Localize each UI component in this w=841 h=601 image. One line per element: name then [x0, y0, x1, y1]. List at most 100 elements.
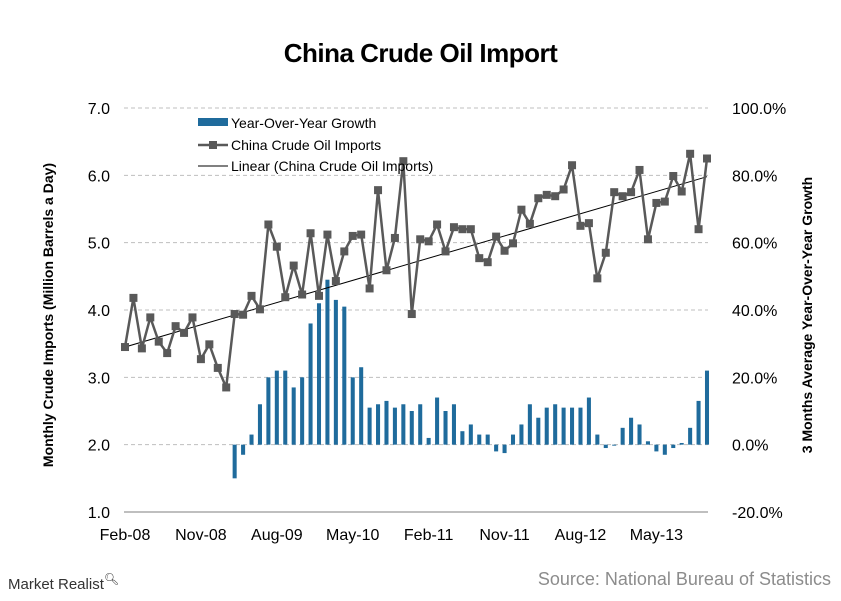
- x-tick-label: Nov-11: [479, 527, 529, 544]
- y-tick-left: 5.0: [88, 236, 110, 253]
- data-point-marker: [348, 231, 357, 240]
- data-point-marker: [652, 198, 661, 207]
- data-point-marker: [399, 157, 408, 166]
- bar-yoy-growth: [477, 434, 482, 445]
- data-point-marker: [610, 188, 619, 197]
- bar-yoy-growth: [586, 397, 591, 445]
- y-tick-right: 80.0%: [732, 168, 777, 185]
- data-point-marker: [239, 310, 248, 319]
- data-point-marker: [618, 192, 627, 201]
- bar-yoy-growth: [460, 431, 465, 445]
- bar-yoy-growth: [350, 377, 355, 445]
- y-tick-left: 1.0: [88, 505, 110, 522]
- bar-yoy-growth: [232, 444, 237, 479]
- bar-yoy-growth: [502, 444, 507, 454]
- data-point-marker: [255, 305, 264, 314]
- chart-title: China Crude Oil Import: [283, 38, 558, 68]
- y-tick-right: 40.0%: [732, 303, 777, 320]
- bar-yoy-growth: [384, 400, 389, 445]
- bar-yoy-growth: [612, 444, 617, 446]
- data-point-marker: [331, 277, 340, 286]
- data-point-marker: [424, 237, 433, 246]
- bar-yoy-growth: [679, 442, 684, 445]
- bar-yoy-growth: [637, 424, 642, 445]
- y-tick-left: 2.0: [88, 438, 110, 455]
- bar-yoy-growth: [603, 444, 608, 449]
- legend: Year-Over-Year Growth China Crude Oil Imp…: [198, 115, 433, 174]
- data-point-marker: [365, 284, 374, 293]
- bar-yoy-growth: [300, 377, 305, 445]
- y-tick-left: 6.0: [88, 168, 110, 185]
- bar-yoy-growth: [283, 370, 288, 445]
- data-point-marker: [180, 328, 189, 337]
- data-point-marker: [196, 355, 205, 364]
- data-point-marker: [323, 230, 332, 239]
- data-point-marker: [390, 233, 399, 242]
- bar-yoy-growth: [578, 407, 583, 445]
- bar-yoy-growth: [409, 411, 414, 445]
- line-crude-imports: [123, 152, 709, 389]
- axes: 7.0 100.0% 6.0 80.0% 5.0 60.0% 4.0 40.0% 3.0 20.0…: [88, 101, 787, 544]
- line-series-crude-imports: [121, 149, 711, 392]
- data-point-marker: [576, 221, 585, 230]
- bar-yoy-growth: [696, 400, 701, 445]
- y-tick-left: 4.0: [88, 303, 110, 320]
- bar-yoy-growth: [536, 417, 541, 445]
- data-point-marker: [306, 229, 315, 238]
- data-point-marker: [213, 363, 222, 372]
- data-point-marker: [357, 230, 366, 239]
- bar-yoy-growth: [257, 404, 262, 445]
- y-tick-right: 0.0%: [732, 438, 768, 455]
- bar-yoy-growth: [544, 407, 549, 445]
- bar-yoy-growth: [325, 279, 330, 445]
- data-point-marker: [247, 291, 256, 300]
- bar-yoy-growth: [510, 434, 516, 445]
- bar-yoy-growth: [527, 404, 532, 445]
- data-point-marker: [466, 225, 475, 234]
- data-point-marker: [129, 293, 138, 302]
- bar-yoy-growth: [671, 444, 676, 449]
- y-tick-left: 7.0: [88, 101, 110, 118]
- data-point-marker: [382, 266, 391, 275]
- bar-yoy-growth: [308, 323, 313, 445]
- trendline: [124, 176, 708, 348]
- bar-yoy-growth: [367, 407, 372, 445]
- data-point-marker: [230, 310, 239, 319]
- magnifier-icon: 🔍︎: [103, 572, 120, 586]
- data-point-marker: [315, 291, 323, 300]
- bar-yoy-growth: [485, 434, 490, 445]
- bar-yoy-growth: [662, 444, 667, 455]
- bar-yoy-growth: [291, 387, 296, 445]
- bar-yoy-growth: [451, 404, 456, 445]
- data-point-marker: [188, 313, 197, 322]
- data-point-marker: [677, 187, 686, 196]
- data-point-marker: [635, 165, 644, 174]
- brand-logo: Market Realist🔍︎: [8, 572, 119, 593]
- data-point-marker: [340, 247, 349, 256]
- legend-label: Year-Over-Year Growth: [231, 115, 376, 131]
- x-tick-label: Nov-08: [175, 527, 227, 544]
- bar-yoy-growth: [704, 370, 710, 445]
- data-point-marker: [542, 190, 551, 199]
- bar-yoy-growth: [418, 404, 423, 445]
- data-point-marker: [458, 225, 467, 234]
- source-note: Source: National Bureau of Statistics: [537, 569, 831, 589]
- bar-yoy-growth: [376, 404, 381, 445]
- x-tick-label: May-10: [326, 527, 379, 544]
- data-point-marker: [483, 258, 492, 267]
- y-tick-right: 20.0%: [732, 370, 777, 387]
- data-point-marker: [222, 383, 231, 392]
- y-tick-left: 3.0: [88, 370, 110, 387]
- bar-yoy-growth: [249, 434, 254, 445]
- bar-yoy-growth: [316, 303, 322, 445]
- data-point-marker: [584, 219, 593, 228]
- bar-yoy-growth: [553, 404, 558, 445]
- data-point-marker: [517, 205, 526, 214]
- data-point-marker: [703, 154, 711, 163]
- data-point-marker: [509, 239, 517, 248]
- bar-yoy-growth: [468, 424, 473, 445]
- data-point-marker: [441, 247, 450, 256]
- bar-yoy-growth: [645, 441, 650, 445]
- y-tick-right: 100.0%: [732, 101, 786, 118]
- bar-yoy-growth: [654, 444, 659, 452]
